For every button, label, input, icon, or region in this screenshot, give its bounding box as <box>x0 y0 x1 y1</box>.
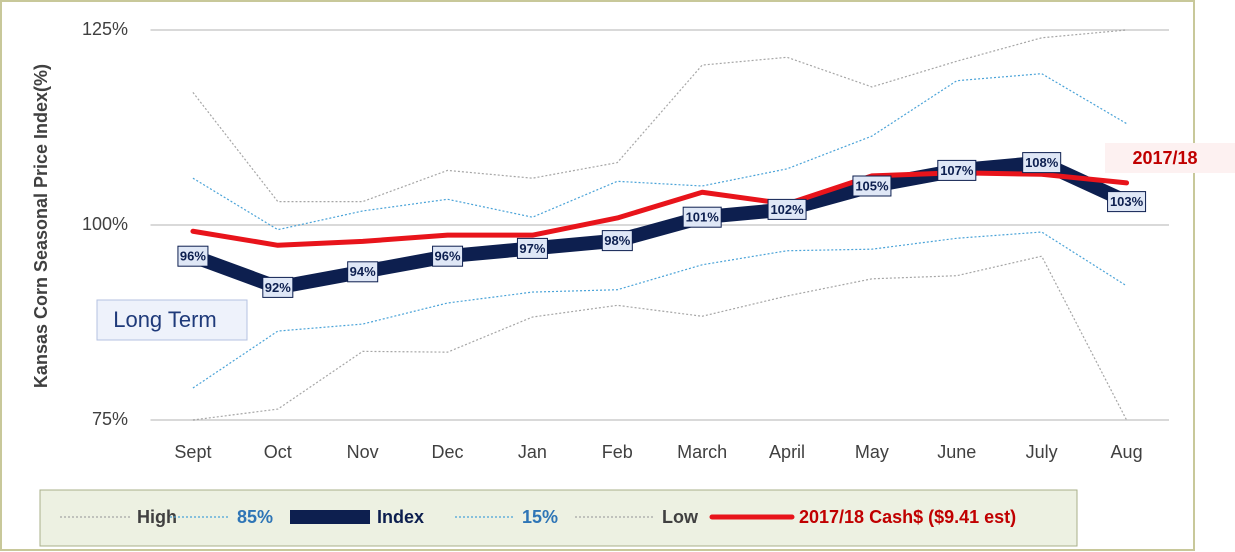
x-tick-label: Feb <box>602 442 633 462</box>
value-label: 102% <box>770 202 804 217</box>
x-tick-label: Dec <box>432 442 464 462</box>
x-tick-label: March <box>677 442 727 462</box>
y-tick-label: 100% <box>82 214 128 234</box>
value-label: 97% <box>519 241 545 256</box>
value-label: 101% <box>686 210 720 225</box>
value-label: 103% <box>1110 194 1144 209</box>
legend-label: 2017/18 Cash$ ($9.41 est) <box>799 507 1016 527</box>
value-label-box <box>767 198 807 220</box>
y-tick-label: 125% <box>82 19 128 39</box>
value-label-box <box>601 230 633 252</box>
value-label-box <box>1107 191 1147 213</box>
value-label: 108% <box>1025 155 1059 170</box>
annotation: Long Term <box>113 307 217 332</box>
value-label: 96% <box>435 249 461 264</box>
annotation-box <box>1105 143 1235 173</box>
y-tick-label: 75% <box>92 409 128 429</box>
legend-label: 85% <box>237 507 273 527</box>
legend-label: Low <box>662 507 699 527</box>
value-label: 107% <box>940 163 974 178</box>
series-line <box>192 73 1127 231</box>
labels: 75% 100% 125% Sept Oct Nov Dec Jan Feb March April… <box>82 19 1147 462</box>
value-label-box <box>516 237 548 259</box>
value-label: 96% <box>180 249 206 264</box>
legend-label: Index <box>377 507 424 527</box>
value-label-box <box>432 245 464 267</box>
value-label: 105% <box>855 178 889 193</box>
x-tick-label: July <box>1026 442 1058 462</box>
series-line <box>192 231 1127 389</box>
legend-label: 15% <box>522 507 558 527</box>
legend-entries: High 85% Index 15% Low 2017/18 Cash$ ($9.41 e… <box>60 507 1016 527</box>
y-axis-title: Kansas Corn Seasonal Price Index(%) <box>31 64 51 388</box>
x-tick-label: Sept <box>174 442 211 462</box>
legend <box>39 489 1078 547</box>
value-label-box <box>177 245 209 267</box>
value-label: 92% <box>265 280 291 295</box>
series-line <box>192 29 1127 203</box>
value-label-box <box>1022 152 1062 174</box>
value-label-box <box>852 175 892 197</box>
value-label-box <box>682 206 722 228</box>
x-tick-label: Aug <box>1111 442 1143 462</box>
x-tick-label: May <box>855 442 889 462</box>
value-label: 94% <box>350 264 376 279</box>
series-line <box>192 255 1128 421</box>
annotation: 2017/18 <box>1132 148 1197 168</box>
x-tick-label: June <box>937 442 976 462</box>
chart-frame <box>0 0 1195 551</box>
value-label: 98% <box>604 233 630 248</box>
annotation-box <box>96 299 248 341</box>
value-label-box <box>347 261 379 283</box>
x-tick-label: Nov <box>347 442 379 462</box>
legend-label: High <box>137 507 177 527</box>
x-tick-label: Oct <box>264 442 292 462</box>
value-label-box <box>262 276 294 298</box>
value-label-box <box>937 159 977 181</box>
x-tick-label: Jan <box>518 442 547 462</box>
x-tick-label: April <box>769 442 805 462</box>
